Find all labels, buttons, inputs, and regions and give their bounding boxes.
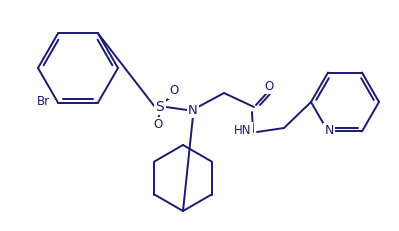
Text: N: N bbox=[188, 103, 198, 116]
Text: N: N bbox=[324, 124, 334, 137]
Text: O: O bbox=[153, 119, 163, 131]
Text: O: O bbox=[169, 85, 179, 97]
Text: O: O bbox=[265, 79, 274, 92]
Text: S: S bbox=[156, 100, 164, 114]
Text: HN: HN bbox=[234, 124, 252, 137]
Text: Br: Br bbox=[37, 95, 50, 108]
